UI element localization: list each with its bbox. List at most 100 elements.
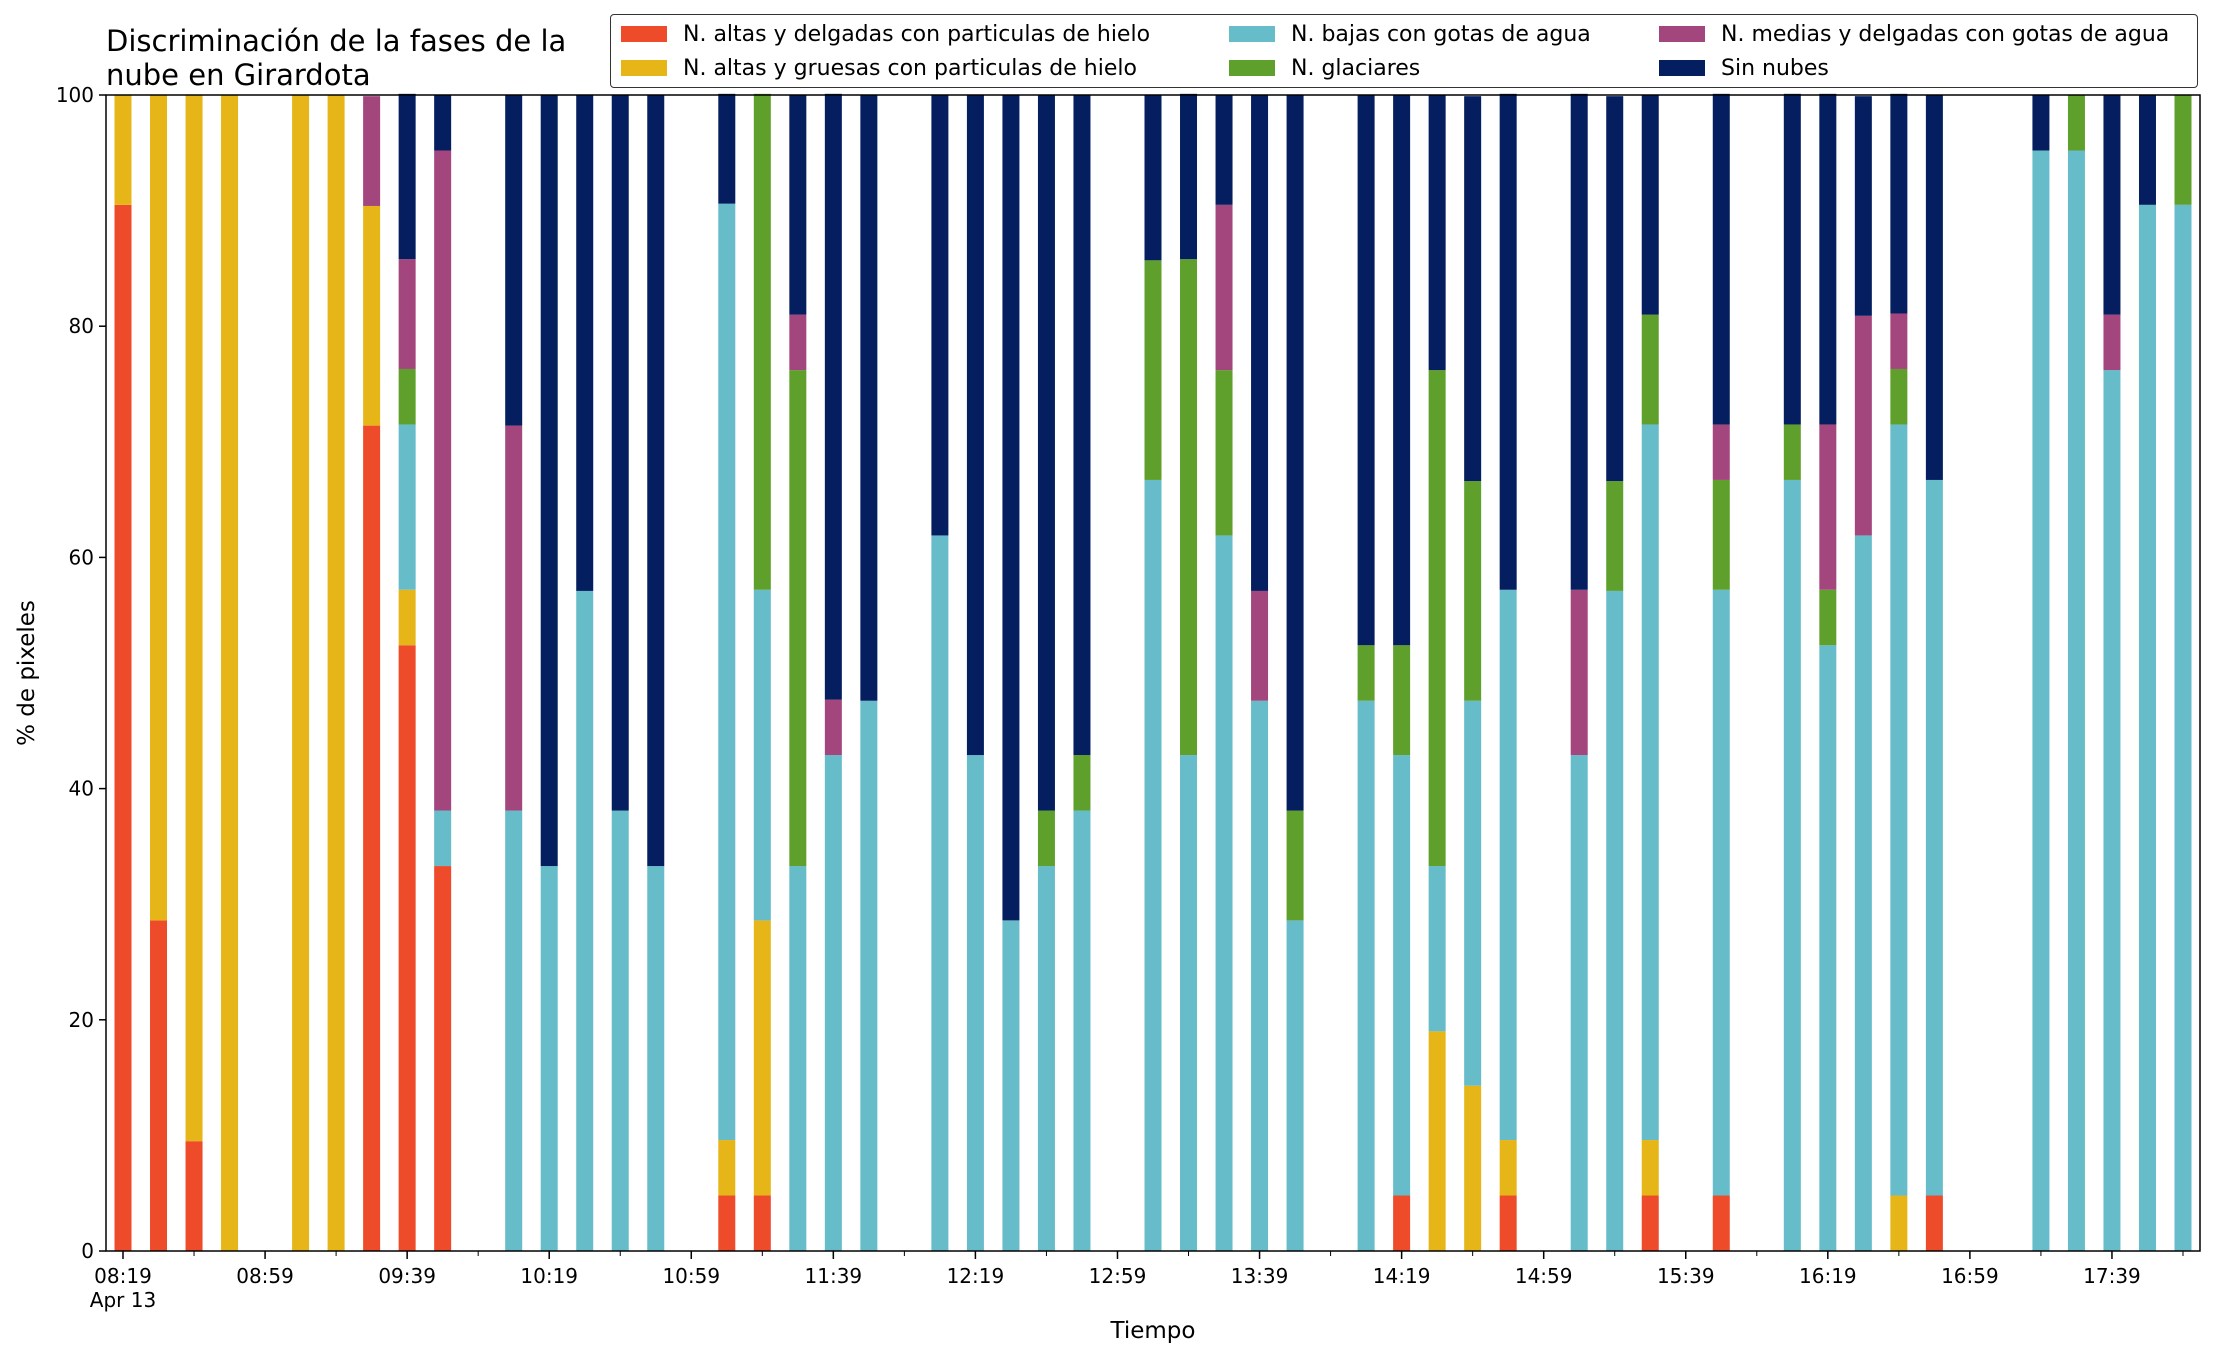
y-tick-label: 80 — [69, 314, 94, 338]
bar-segment — [505, 425, 523, 811]
x-tick-label: 16:59 — [1941, 1264, 1999, 1288]
bar-segment — [966, 95, 984, 756]
legend-label: N. altas y gruesas con particulas de hie… — [683, 55, 1137, 81]
bar-segment — [1464, 481, 1482, 701]
bar-segment — [1819, 645, 1837, 1251]
bar-segment — [1641, 95, 1659, 315]
bar-segment — [1925, 479, 1943, 1196]
bar-segment — [1357, 700, 1375, 1251]
legend-item-glaciares: N. glaciares — [1229, 53, 1420, 83]
bar-segment — [753, 920, 771, 1196]
bar-segment — [1499, 589, 1517, 1141]
x-tick-label: 08:19 — [94, 1264, 152, 1288]
bar-segment — [789, 866, 807, 1251]
bar-segment — [1783, 93, 1801, 425]
bar-segment — [1144, 260, 1162, 480]
x-tick-label: 12:19 — [947, 1264, 1005, 1288]
bar-segment — [1712, 589, 1730, 1196]
bar-segment — [1641, 1140, 1659, 1196]
legend-item-medias-delgadas: N. medias y delgadas con gotas de agua — [1659, 19, 2169, 49]
legend-swatch — [621, 26, 667, 42]
bar-segment — [1357, 95, 1375, 646]
bar-segment — [1854, 535, 1872, 1251]
x-tick-label: 12:59 — [1089, 1264, 1147, 1288]
bar-segment — [292, 95, 310, 1251]
bar-segment — [1393, 755, 1411, 1196]
bar-segment — [150, 920, 168, 1251]
bar-segment — [824, 699, 842, 756]
legend-swatch — [621, 60, 667, 76]
bar-segment — [1215, 370, 1233, 536]
legend-item-altas-delgadas: N. altas y delgadas con particulas de hi… — [621, 19, 1150, 49]
bar-segment — [931, 535, 949, 1251]
legend-label: N. altas y delgadas con particulas de hi… — [683, 21, 1151, 47]
bar-segment — [1037, 810, 1055, 867]
x-tick-label: 10:19 — [520, 1264, 578, 1288]
bar-segment — [1251, 95, 1269, 591]
x-tick-label: 11:39 — [805, 1264, 863, 1288]
bar-segment — [398, 368, 416, 425]
bar-segment — [1783, 424, 1801, 480]
bar-segment — [434, 810, 452, 867]
bar-segment — [753, 93, 771, 590]
bar-segment — [1712, 479, 1730, 590]
bar-segment — [860, 95, 878, 701]
x-axis-label: Tiempo — [1110, 1318, 1196, 1344]
bar-segment — [1570, 93, 1588, 590]
bar-segment — [718, 1195, 736, 1251]
bar-segment — [1037, 866, 1055, 1251]
legend-item-altas-gruesas: N. altas y gruesas con particulas de hie… — [621, 53, 1137, 83]
bar-segment — [398, 589, 416, 646]
bar-segment — [2103, 95, 2121, 315]
y-tick-label: 60 — [69, 545, 94, 569]
bar-segment — [1570, 755, 1588, 1251]
bar-segment — [2138, 95, 2156, 205]
bar-segment — [1073, 95, 1091, 756]
bar-segment — [1286, 810, 1304, 921]
legend-label: N. glaciares — [1291, 55, 1421, 81]
bar-segment — [434, 95, 452, 151]
bar-segment — [1854, 96, 1872, 316]
bar-segment — [1073, 755, 1091, 811]
bar-segment — [1712, 1195, 1730, 1251]
bar-segment — [1215, 95, 1233, 205]
legend-swatch — [1229, 26, 1275, 42]
x-tick-label: 15:39 — [1657, 1264, 1715, 1288]
bar-segment — [1251, 700, 1269, 1251]
bar-segment — [1428, 866, 1446, 1032]
bar-segment — [540, 95, 558, 867]
bar-segment — [1428, 1031, 1446, 1251]
legend-item-sin-nubes: Sin nubes — [1659, 53, 1829, 83]
bar-segment — [434, 150, 452, 811]
bar-segment — [1428, 370, 1446, 867]
legend: N. altas y delgadas con particulas de hi… — [610, 14, 2198, 88]
bar-segment — [327, 95, 345, 1251]
bar-segment — [1712, 424, 1730, 480]
bar-segment — [1393, 645, 1411, 756]
bar-segment — [1641, 424, 1659, 1141]
bar-segment — [540, 866, 558, 1251]
x-tick-label: 08:59 — [236, 1264, 294, 1288]
x-tick-label: 14:59 — [1515, 1264, 1573, 1288]
bar-segment — [611, 810, 629, 1251]
y-tick-label: 0 — [81, 1239, 94, 1263]
bar-segment — [221, 95, 239, 1251]
x-tick-label: 13:39 — [1231, 1264, 1289, 1288]
legend-item-bajas: N. bajas con gotas de agua — [1229, 19, 1591, 49]
bar-segment — [1215, 535, 1233, 1251]
x-tick-label: 10:59 — [662, 1264, 720, 1288]
bar-segment — [1037, 95, 1055, 811]
bar-segment — [1890, 93, 1908, 314]
y-tick-label: 40 — [69, 777, 94, 801]
bar-segment — [398, 93, 416, 260]
bar-segment — [1464, 700, 1482, 1086]
bar-segment — [1215, 204, 1233, 371]
bar-segment — [505, 95, 523, 426]
bar-segment — [1464, 1085, 1482, 1251]
bar-segment — [1286, 95, 1304, 811]
chart-title: Discriminación de la fases de la nube en… — [106, 24, 567, 92]
bar-segment — [1286, 920, 1304, 1251]
bar-segment — [2174, 95, 2192, 205]
plot-frame — [105, 94, 2201, 1252]
